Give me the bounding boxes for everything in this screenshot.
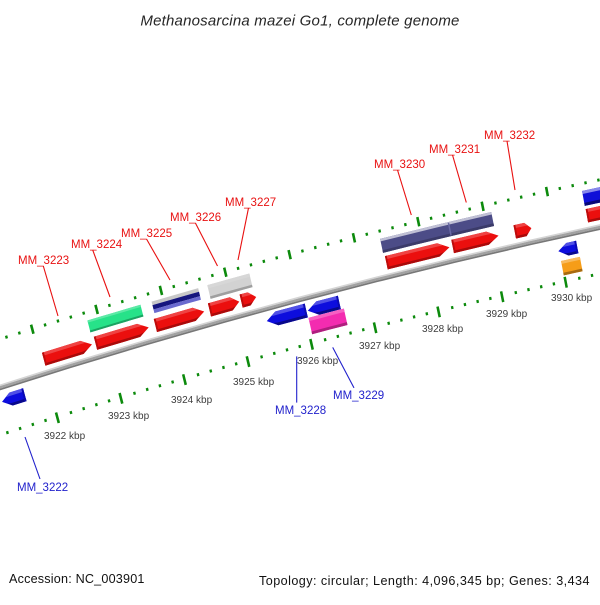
svg-text:3924 kbp: 3924 kbp [171,395,213,406]
svg-text:MM_3222: MM_3222 [17,482,68,494]
svg-text:3929 kbp: 3929 kbp [486,309,528,320]
svg-text:3926 kbp: 3926 kbp [297,356,339,367]
svg-text:3930 kbp: 3930 kbp [551,293,593,304]
svg-text:Methanosarcina mazei Go1, comp: Methanosarcina mazei Go1, complete genom… [140,13,459,30]
svg-text:3922 kbp: 3922 kbp [44,431,86,442]
svg-text:Topology: circular; Length: 4,: Topology: circular; Length: 4,096,345 bp… [259,574,590,588]
svg-text:Accession: NC_003901: Accession: NC_003901 [9,572,145,586]
svg-text:MM_3225: MM_3225 [121,228,172,240]
svg-text:MM_3229: MM_3229 [333,390,384,402]
svg-text:3927 kbp: 3927 kbp [359,341,401,352]
svg-text:MM_3223: MM_3223 [18,255,69,267]
svg-text:MM_3227: MM_3227 [225,197,276,209]
svg-text:3923 kbp: 3923 kbp [108,411,150,422]
svg-text:MM_3230: MM_3230 [374,159,425,171]
svg-text:3928 kbp: 3928 kbp [422,324,464,335]
svg-text:MM_3226: MM_3226 [170,212,221,224]
svg-text:3925 kbp: 3925 kbp [233,377,275,388]
svg-text:MM_3224: MM_3224 [71,239,123,251]
svg-text:MM_3231: MM_3231 [429,144,480,156]
svg-text:MM_3232: MM_3232 [484,130,535,142]
svg-text:MM_3228: MM_3228 [275,405,326,417]
